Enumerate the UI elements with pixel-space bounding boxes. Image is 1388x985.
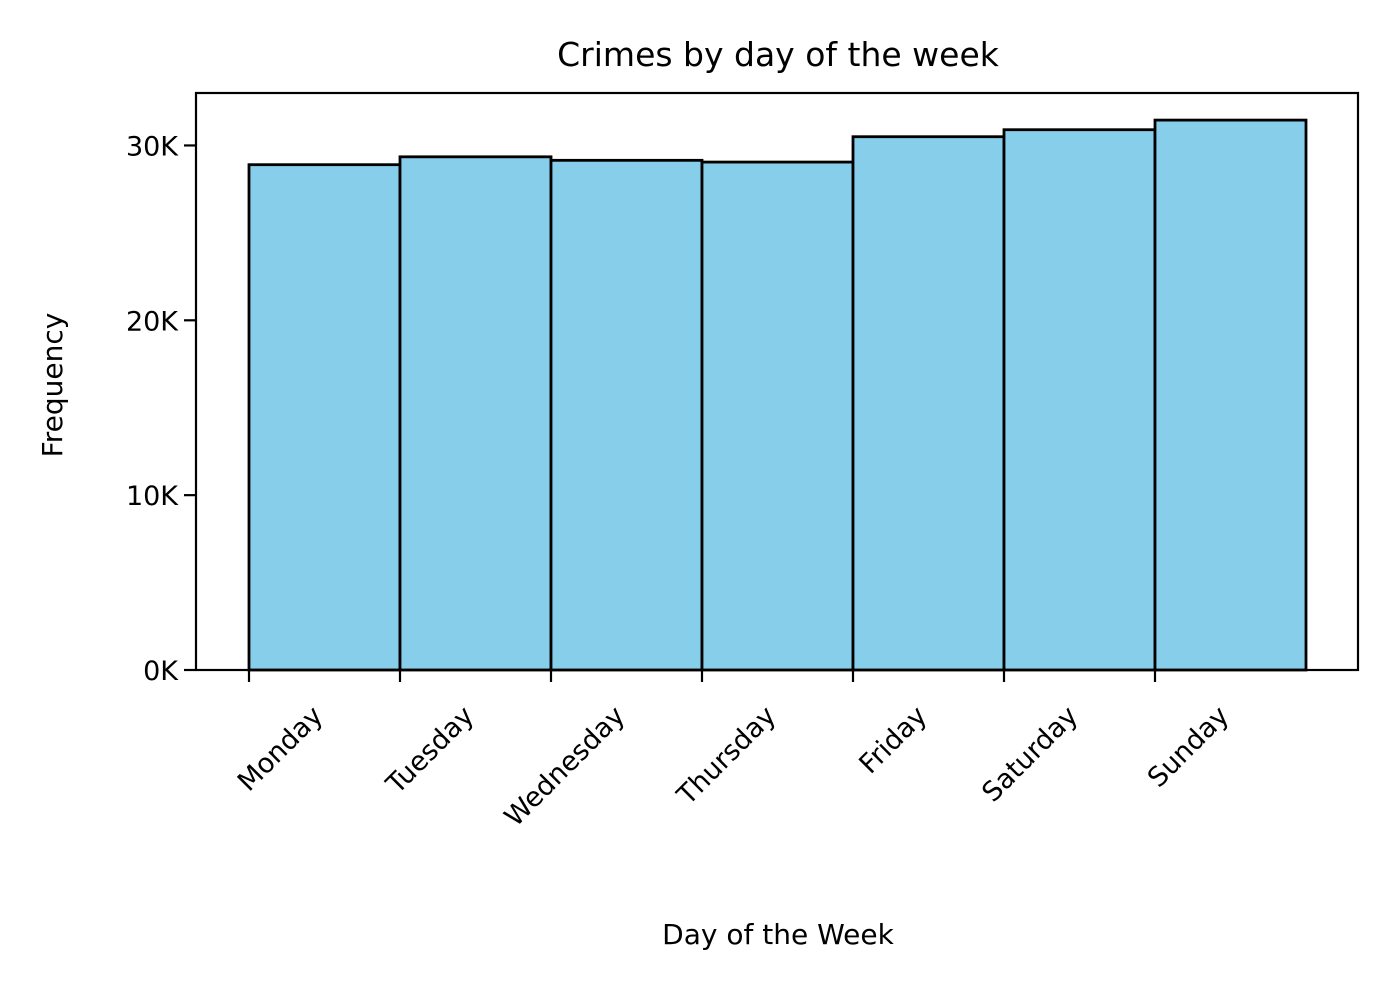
x-tick-label-sunday: Sunday: [1142, 700, 1235, 793]
y-tick-label: 30K: [126, 131, 179, 162]
x-tick-label-tuesday: Tuesday: [380, 700, 480, 800]
x-tick-label-thursday: Thursday: [671, 700, 782, 811]
chart-title: Crimes by day of the week: [557, 35, 1000, 74]
bar-friday: [851, 135, 1006, 672]
bar-tuesday: [398, 155, 553, 672]
x-tick-label-saturday: Saturday: [976, 700, 1084, 808]
bar-saturday: [1002, 128, 1157, 672]
x-tick-label-wednesday: Wednesday: [499, 700, 631, 832]
x-axis-label: Day of the Week: [662, 918, 894, 951]
y-tick-label: 10K: [126, 481, 179, 512]
x-tick-label-friday: Friday: [853, 700, 933, 780]
plot-frame: [194, 91, 1360, 672]
plot-area: Monday Tuesday Wednesday Thursday Friday Satu…: [126, 118, 1308, 833]
y-axis-label: Frequency: [36, 313, 69, 458]
bar-sunday: [1153, 118, 1308, 672]
y-tick-label: 0K: [143, 656, 179, 687]
x-tick-label-monday: Monday: [232, 700, 329, 797]
bar-monday: [247, 163, 402, 672]
y-tick-label: 20K: [126, 306, 179, 337]
bar-wednesday: [549, 158, 704, 672]
bar-thursday: [700, 160, 855, 672]
